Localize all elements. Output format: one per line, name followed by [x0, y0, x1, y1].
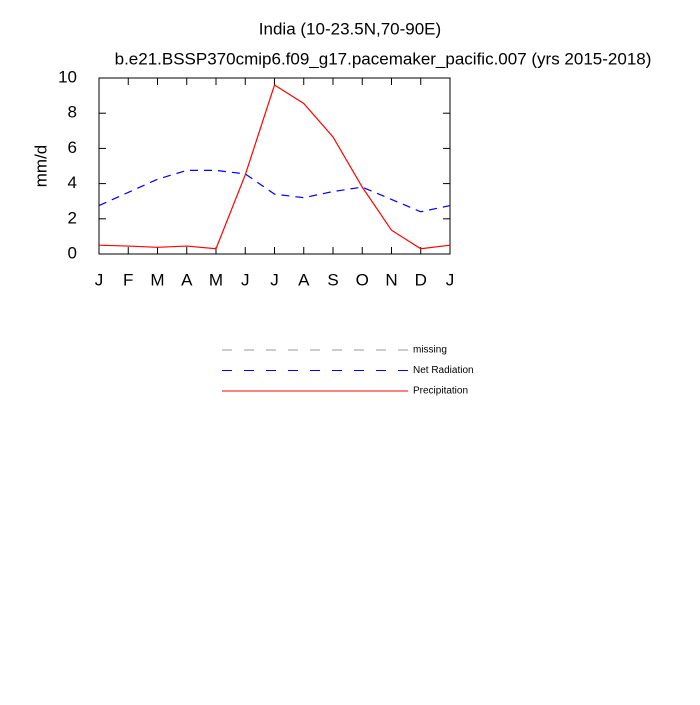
x-tick-label: J	[270, 270, 279, 289]
y-tick-label: 4	[68, 173, 77, 192]
chart-title: India (10-23.5N,70-90E)	[259, 19, 441, 38]
y-axis-label: mm/d	[31, 145, 50, 188]
chart-subtitle: b.e21.BSSP370cmip6.f09_g17.pacemaker_pac…	[115, 49, 652, 68]
x-tick-label: O	[356, 270, 369, 289]
y-tick-label: 6	[68, 138, 77, 157]
plot-frame	[98, 77, 451, 255]
x-tick-label: S	[327, 270, 338, 289]
y-tick-label: 0	[68, 243, 77, 262]
series-line	[98, 84, 451, 250]
y-tick-label: 10	[58, 67, 77, 86]
x-tick-label: D	[415, 270, 427, 289]
legend-label: Net Radiation	[413, 365, 474, 376]
x-tick-label: A	[298, 270, 310, 289]
y-tick-label: 2	[68, 208, 77, 227]
x-tick-label: M	[209, 270, 223, 289]
x-tick-label: N	[385, 270, 397, 289]
legend-label: missing	[413, 345, 447, 356]
x-tick-label: F	[123, 270, 133, 289]
y-tick-label: 8	[68, 103, 77, 122]
x-tick-label: J	[95, 270, 104, 289]
legend-label: Precipitation	[413, 386, 468, 397]
x-tick-label: A	[181, 270, 193, 289]
series-line	[98, 169, 451, 213]
x-tick-label: J	[241, 270, 250, 289]
x-tick-label: M	[150, 270, 164, 289]
x-tick-label: J	[446, 270, 455, 289]
